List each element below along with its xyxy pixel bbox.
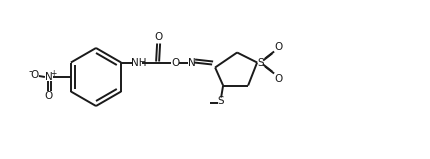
Text: O: O — [31, 70, 39, 80]
Text: O: O — [171, 58, 179, 68]
Text: +: + — [50, 69, 56, 77]
Text: N: N — [188, 58, 196, 68]
Text: NH: NH — [131, 58, 147, 68]
Text: O: O — [45, 91, 53, 101]
Text: N: N — [45, 72, 52, 82]
Text: S: S — [257, 58, 264, 68]
Text: O: O — [273, 73, 282, 83]
Text: O: O — [273, 41, 282, 52]
Text: O: O — [154, 32, 162, 42]
Text: -: - — [28, 66, 32, 76]
Text: S: S — [217, 97, 224, 107]
